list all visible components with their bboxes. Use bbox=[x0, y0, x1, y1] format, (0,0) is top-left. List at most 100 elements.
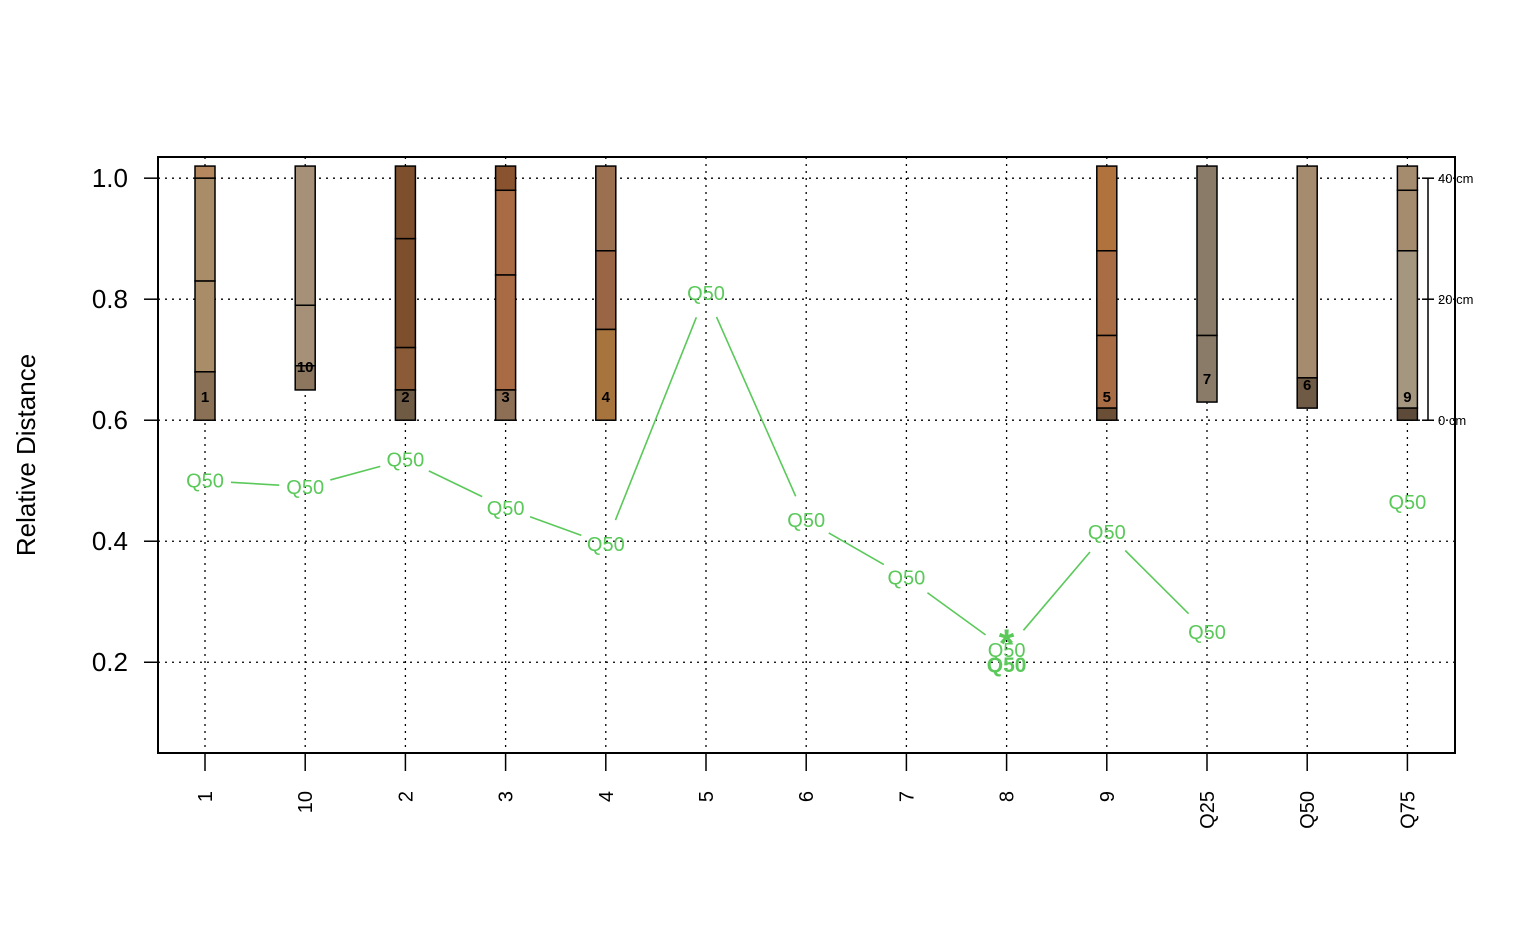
x-tick-label: 6 bbox=[796, 791, 818, 802]
point-label: Q50 bbox=[687, 283, 725, 305]
x-tick-label: 1 bbox=[195, 791, 217, 802]
point-label: Q50 bbox=[386, 450, 424, 472]
series-segment bbox=[428, 470, 483, 498]
x-tick-label: 10 bbox=[295, 791, 317, 813]
soil-horizon bbox=[394, 237, 417, 349]
point-label: Q50 bbox=[1388, 492, 1426, 514]
y-tick-label: 0.6 bbox=[92, 405, 128, 435]
soil-horizon bbox=[1296, 377, 1318, 409]
series-segment bbox=[926, 592, 987, 636]
highlight-marker-label: Q50 bbox=[987, 654, 1027, 677]
x-tick-label: 3 bbox=[496, 791, 518, 802]
highlight-marker: * bbox=[999, 622, 1015, 666]
point-label: Q50 bbox=[487, 498, 525, 520]
x-tick-label: 9 bbox=[1097, 791, 1119, 802]
soil-profile: 9 bbox=[1396, 165, 1419, 421]
soil-horizon bbox=[294, 365, 316, 391]
soil-horizon bbox=[194, 371, 216, 421]
y-axis-title: Relative Distance bbox=[11, 354, 41, 556]
soil-profile: 4 bbox=[595, 165, 617, 421]
soil-horizon bbox=[194, 177, 216, 282]
series-segment bbox=[614, 316, 698, 521]
soil-profile: 5 bbox=[1096, 165, 1118, 421]
soil-horizon bbox=[1296, 165, 1318, 379]
depth-tick-label: 20 cm bbox=[1438, 292, 1473, 307]
y-tick-label: 1.0 bbox=[92, 163, 128, 193]
profile-id-label: 4 bbox=[602, 389, 611, 406]
soil-horizon bbox=[494, 189, 517, 276]
soil-horizon bbox=[1396, 250, 1419, 409]
point-label: Q50 bbox=[988, 640, 1026, 662]
series-segment bbox=[230, 481, 280, 486]
plot-frame bbox=[157, 156, 1456, 754]
soil-horizon bbox=[1396, 165, 1419, 192]
series-segment bbox=[1022, 551, 1091, 631]
soil-horizon bbox=[294, 165, 316, 306]
soil-horizon bbox=[294, 304, 316, 367]
point-label: Q50 bbox=[787, 510, 825, 532]
soil-horizon bbox=[1196, 334, 1218, 403]
x-tick-label: 4 bbox=[596, 791, 618, 802]
soil-profile: 3 bbox=[494, 165, 517, 421]
series-segment bbox=[330, 465, 381, 481]
soil-horizon bbox=[595, 165, 617, 252]
soil-horizon bbox=[494, 165, 517, 192]
profile-id-label: 1 bbox=[201, 389, 209, 406]
profile-id-label: 7 bbox=[1203, 371, 1211, 388]
soil-horizon bbox=[394, 165, 417, 240]
profile-id-label: 2 bbox=[401, 389, 409, 406]
soil-horizon bbox=[194, 280, 216, 373]
x-tick-label: 5 bbox=[696, 791, 718, 802]
series-segment bbox=[828, 532, 885, 566]
soil-horizon bbox=[1096, 407, 1118, 421]
y-tick-label: 0.8 bbox=[92, 284, 128, 314]
soil-profile: 1 bbox=[194, 165, 216, 421]
series-segment bbox=[529, 516, 582, 537]
profile-layer: 1 10 2 3 4 5 7 6 9 bbox=[194, 165, 1419, 421]
profile-id-label: 6 bbox=[1303, 377, 1311, 394]
profile-id-label: 3 bbox=[501, 389, 509, 406]
x-tick-label: Q50 bbox=[1297, 791, 1319, 829]
x-tick-label: Q25 bbox=[1197, 791, 1219, 829]
soil-horizon bbox=[394, 389, 417, 421]
soil-horizon bbox=[595, 250, 617, 331]
profile-id-label: 5 bbox=[1103, 389, 1111, 406]
profile-id-label: 9 bbox=[1403, 389, 1411, 406]
soil-horizon bbox=[1096, 165, 1118, 252]
soil-profile: 7 bbox=[1196, 165, 1218, 403]
soil-horizon bbox=[1096, 250, 1118, 337]
point-label: Q50 bbox=[186, 471, 224, 493]
y-tick-label: 0.2 bbox=[92, 647, 128, 677]
axis-layer: 0.2 0.4 0.6 0.8 1.0 1 10 2 3 4 5 6 7 8 9 Q25 Q50 Q75 0 cm 2… bbox=[92, 163, 1474, 829]
y-tick-label: 0.4 bbox=[92, 526, 128, 556]
x-tick-label: 7 bbox=[896, 791, 918, 802]
soil-profile: 2 bbox=[394, 165, 417, 421]
soil-horizon bbox=[1396, 189, 1419, 252]
soil-horizon bbox=[1396, 407, 1419, 421]
point-label: Q50 bbox=[587, 534, 625, 556]
soil-horizon bbox=[1196, 165, 1218, 337]
soil-horizon bbox=[394, 346, 417, 391]
series-segment bbox=[1124, 549, 1190, 615]
series-line-layer bbox=[230, 316, 1190, 636]
point-label: Q50 bbox=[1188, 622, 1226, 644]
x-tick-label: Q75 bbox=[1397, 791, 1419, 829]
profile-id-label: 10 bbox=[297, 359, 314, 376]
soil-horizon bbox=[494, 274, 517, 391]
depth-tick-label: 40 cm bbox=[1438, 171, 1473, 186]
point-label: Q50 bbox=[1088, 522, 1126, 544]
series-segment bbox=[715, 316, 797, 497]
x-tick-label: 8 bbox=[997, 791, 1019, 802]
soil-profile: 6 bbox=[1296, 165, 1318, 409]
point-label: Q50 bbox=[887, 568, 925, 590]
soil-profile: 10 bbox=[294, 165, 316, 391]
soil-horizon bbox=[494, 389, 517, 421]
x-tick-label: 2 bbox=[395, 791, 417, 802]
point-label: Q50 bbox=[286, 477, 324, 499]
soil-horizon bbox=[194, 165, 216, 179]
soil-horizon bbox=[595, 328, 617, 421]
depth-tick-label: 0 cm bbox=[1438, 413, 1466, 428]
grid-layer bbox=[158, 157, 1455, 753]
